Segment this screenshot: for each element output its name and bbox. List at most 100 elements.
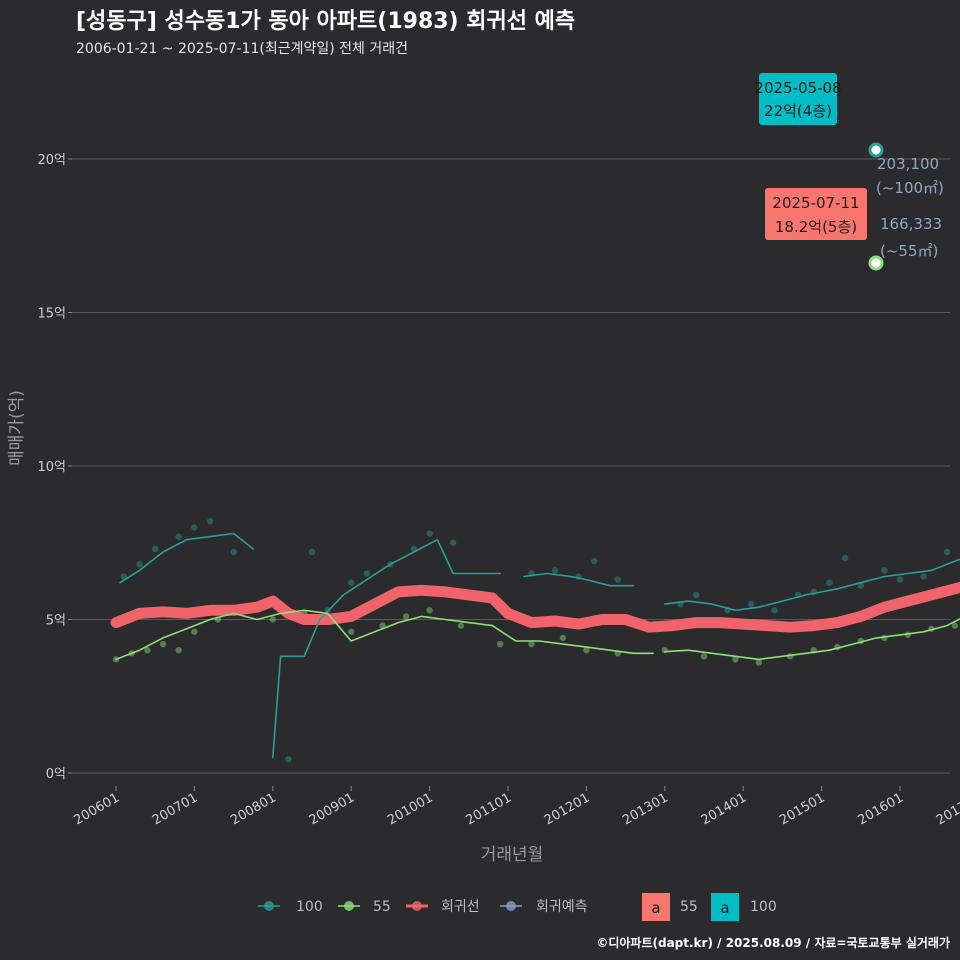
x-tick-label: 200701 <box>150 790 200 828</box>
legend-item-55: 55 <box>338 899 391 915</box>
y-tick-label: 5억 <box>46 614 66 629</box>
legend-label-55: 55 <box>373 899 391 915</box>
x-tick-label: 201001 <box>385 790 435 828</box>
x-tick-label: 201701 <box>934 790 960 828</box>
legend-box-100: a 100 <box>711 893 777 921</box>
data-point-100 <box>857 582 864 589</box>
series-line-100 <box>522 572 635 587</box>
data-point-55 <box>496 640 504 648</box>
data-point-100 <box>206 518 214 525</box>
end-marker-100 <box>868 142 884 158</box>
data-point-55 <box>951 622 959 629</box>
legend-item-100: 100 <box>258 899 323 915</box>
x-tick-label: 200601 <box>72 790 122 828</box>
data-point-55 <box>175 647 182 654</box>
legend-label-prediction: 회귀예측 <box>536 899 588 915</box>
data-point-100 <box>230 548 237 556</box>
data-point-55 <box>191 628 198 635</box>
data-point-100 <box>285 755 292 763</box>
legend: 100 55 회귀선 회귀예측 a 55 a 100 <box>258 893 777 921</box>
x-tick-label: 201401 <box>699 790 749 828</box>
data-point-55 <box>583 647 590 654</box>
data-point-100 <box>920 573 927 580</box>
annotation-100-price: 22억(4층) <box>764 102 832 120</box>
y-tick-label: 20억 <box>37 153 66 168</box>
series-line-100 <box>664 558 960 612</box>
legend-box-55: a 55 <box>642 893 698 921</box>
x-tick-label: 201301 <box>620 790 670 828</box>
data-point-55 <box>755 659 763 666</box>
annotation-55-price: 18.2억(5층) <box>775 218 857 236</box>
x-tick-label: 200901 <box>307 790 357 828</box>
series-lines <box>110 532 960 759</box>
data-point-55 <box>426 607 433 614</box>
legend-box-55-glyph: a <box>651 899 660 917</box>
data-point-100 <box>826 579 833 586</box>
data-point-55 <box>559 634 567 642</box>
x-tick-label: 201201 <box>542 790 592 828</box>
chart-title: [성동구] 성수동1가 동아 아파트(1983) 회귀선 예측 <box>76 9 575 34</box>
data-point-55 <box>348 628 355 635</box>
annotation-100-box <box>759 73 837 125</box>
data-point-100 <box>363 570 371 577</box>
data-point-100 <box>308 548 316 556</box>
x-tick-label: 200801 <box>228 790 278 828</box>
data-point-100 <box>881 567 888 574</box>
data-point-100 <box>449 539 457 546</box>
data-point-55 <box>528 640 535 648</box>
annotation-100-date: 2025-05-08 <box>754 79 841 97</box>
data-point-100 <box>175 533 182 540</box>
data-point-100 <box>692 591 700 599</box>
data-point-55 <box>144 647 151 654</box>
annotation-55-box <box>765 188 867 240</box>
legend-item-regression: 회귀선 <box>406 899 480 915</box>
data-point-55 <box>700 653 708 660</box>
legend-label-100: 100 <box>296 899 323 915</box>
end-label-55-area: (~55㎡) <box>880 242 938 260</box>
y-axis: 0억 5억 10억 15억 20억 <box>37 153 72 782</box>
chart-subtitle: 2006-01-21 ~ 2025-07-11(최근계약일) 전체 거래건 <box>76 41 408 57</box>
data-point-100 <box>191 524 198 531</box>
series-line-55 <box>115 609 654 661</box>
legend-box-100-label: 100 <box>750 899 777 915</box>
data-point-55 <box>732 656 739 663</box>
data-point-100 <box>348 579 355 586</box>
end-label-100-area: (~100㎡) <box>876 179 944 197</box>
regression-line <box>110 581 960 633</box>
y-tick-label: 0억 <box>46 767 66 782</box>
annotation-55: 2025-07-11 18.2억(5층) <box>765 188 867 240</box>
data-point-100 <box>841 554 849 562</box>
data-point-55 <box>269 616 276 623</box>
series-line-55 <box>664 617 960 661</box>
series-line-100 <box>119 532 254 584</box>
data-point-55 <box>159 640 167 648</box>
x-tick-label: 201601 <box>856 790 906 828</box>
caption: ©디아파트(dapt.kr) / 2025.08.09 / 자료=국토교통부 실… <box>596 935 950 950</box>
y-axis-title: 매매가(억) <box>7 390 27 466</box>
data-point-100 <box>426 530 433 537</box>
data-point-100 <box>136 561 143 568</box>
end-label-55-value: 166,333 <box>880 215 942 233</box>
legend-box-55-label: 55 <box>680 899 698 915</box>
x-axis-title: 거래년월 <box>481 845 544 865</box>
end-marker-55 <box>868 255 884 271</box>
end-label-100-value: 203,100 <box>877 155 939 173</box>
data-point-100 <box>551 567 559 574</box>
data-point-100 <box>591 557 598 565</box>
data-point-55 <box>402 613 410 620</box>
data-point-100 <box>771 607 778 614</box>
series-line-100 <box>272 538 501 759</box>
annotation-100: 2025-05-08 22억(4층) <box>754 73 842 125</box>
data-point-55 <box>457 622 465 629</box>
y-tick-label: 15억 <box>37 307 66 322</box>
data-point-100 <box>896 576 904 583</box>
x-axis: 200601 200701 200801 200901 201001 201101 2012… <box>72 786 960 828</box>
x-tick-label: 201101 <box>464 790 514 828</box>
y-tick-label: 10억 <box>37 460 66 475</box>
data-point-100 <box>747 600 755 608</box>
legend-box-100-glyph: a <box>720 899 729 917</box>
data-point-100 <box>614 576 621 583</box>
legend-item-prediction: 회귀예측 <box>500 899 588 915</box>
data-point-100 <box>152 545 159 553</box>
